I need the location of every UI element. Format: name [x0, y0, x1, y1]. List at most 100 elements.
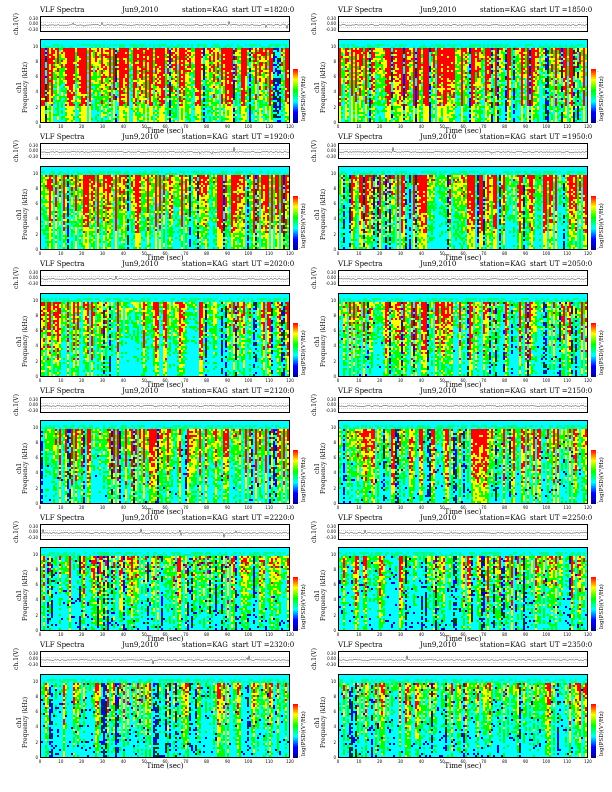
spectrogram-cell — [169, 106, 171, 108]
spectrogram-cell — [99, 84, 101, 86]
spectrogram-cell — [289, 84, 290, 86]
spectrogram-cell — [227, 100, 229, 102]
spectrogram-cell — [235, 98, 237, 100]
spectrogram-cell — [269, 42, 271, 44]
spectrogram-cell — [85, 72, 87, 74]
spectrogram-cell — [125, 72, 127, 74]
spectrogram-cell — [89, 88, 91, 90]
spectrogram-cell — [215, 104, 217, 106]
spectrogram-cell — [277, 46, 279, 48]
spectrogram-cell — [109, 56, 111, 58]
spectrogram-cell — [203, 44, 205, 46]
spectrogram-cell — [289, 86, 290, 88]
spectrogram-cell — [55, 68, 57, 70]
spectrogram-cell — [221, 100, 223, 102]
spectrogram-cell — [113, 114, 115, 116]
spectrogram-cell — [161, 86, 163, 88]
spectrogram-cell — [187, 90, 189, 92]
spectrogram-cell — [131, 54, 133, 56]
spectrogram-cell — [253, 88, 255, 90]
spectrogram-cell — [159, 110, 161, 112]
spectrogram-cell — [239, 66, 241, 68]
spectrogram-cell — [183, 102, 185, 104]
spectrogram-cell — [223, 62, 225, 64]
spectrogram-cell — [105, 50, 107, 52]
spectrogram-cell — [287, 40, 289, 42]
spectrogram-cell — [143, 62, 145, 64]
spectrogram-cell — [105, 108, 107, 110]
spectrogram-cell — [177, 116, 179, 118]
spectrogram-cell — [141, 64, 143, 66]
spectrogram-cell — [197, 42, 199, 44]
spectrogram-cell — [49, 118, 51, 120]
spectrogram-cell — [193, 70, 195, 72]
spectrogram-cell — [193, 100, 195, 102]
spectrogram-cell — [61, 62, 63, 64]
spectrogram-cell — [181, 108, 183, 110]
spectrogram-cell — [287, 68, 289, 70]
spectrogram-cell — [167, 102, 169, 104]
spectrogram-cell — [187, 46, 189, 48]
spectrogram-cell — [281, 102, 283, 104]
spectrogram-cell — [269, 56, 271, 58]
spectrogram-cell — [161, 44, 163, 46]
spectrogram-cell — [255, 102, 257, 104]
spectrogram-cell — [193, 56, 195, 58]
spectrogram-cell — [237, 54, 239, 56]
spectrogram-cell — [143, 60, 145, 62]
spectrogram-cell — [41, 74, 43, 76]
spectrogram-cell — [199, 116, 201, 118]
spectrogram-cell — [169, 48, 171, 50]
spectrogram-cell — [241, 58, 243, 60]
spectrogram-cell — [225, 48, 227, 50]
spectrogram-cell — [267, 94, 269, 96]
spectrogram-cell — [261, 70, 263, 72]
spectrogram-cell — [249, 42, 251, 44]
spectrogram-cell — [171, 84, 173, 86]
spectrogram-cell — [135, 80, 137, 82]
spectrogram-cell — [173, 72, 175, 74]
spectrogram-cell — [195, 48, 197, 50]
spectrogram-cell — [215, 56, 217, 58]
spectrogram-cell — [109, 90, 111, 92]
spectrogram-cell — [279, 64, 281, 66]
spectrogram-cell — [41, 98, 43, 100]
spectrogram-cell — [187, 72, 189, 74]
spectrogram-cell — [131, 110, 133, 112]
spectrogram-cell — [211, 118, 213, 120]
spectrogram-cell — [51, 110, 53, 112]
spectrogram-cell — [101, 76, 103, 78]
spectrogram-cell — [223, 96, 225, 98]
spectrogram-cell — [287, 44, 289, 46]
spectrogram-cell — [239, 108, 241, 110]
spectrogram-cell — [151, 58, 153, 60]
spectrogram-cell — [89, 40, 91, 42]
spectrogram-cell — [215, 72, 217, 74]
spectrogram-cell — [179, 48, 181, 50]
spectrogram-cell — [51, 114, 53, 116]
spectrogram-cell — [213, 104, 215, 106]
spectrogram-cell — [73, 54, 75, 56]
spectrogram-cell — [221, 108, 223, 110]
spectrogram-cell — [199, 104, 201, 106]
spectrogram-cell — [165, 108, 167, 110]
spectrogram-cell — [115, 116, 117, 118]
spectrogram-cell — [217, 50, 219, 52]
spectrogram-cell — [147, 84, 149, 86]
spectrogram-cell — [137, 108, 139, 110]
spectrogram-cell — [125, 46, 127, 48]
spectrogram-cell — [121, 100, 123, 102]
spectrogram-cell — [237, 62, 239, 64]
spectrogram-cell — [127, 108, 129, 110]
spectrogram-cell — [67, 106, 69, 108]
spectrogram-cell — [147, 106, 149, 108]
spectrogram-cell — [57, 114, 59, 116]
spectrogram-cell — [165, 110, 167, 112]
spectrogram-cell — [289, 88, 290, 90]
spectrogram-cell — [117, 70, 119, 72]
spectrogram-cell — [269, 98, 271, 100]
spectrogram-cell — [271, 48, 273, 50]
spectrogram-cell — [117, 82, 119, 84]
spectrogram-cell — [189, 74, 191, 76]
spectrogram-cell — [209, 72, 211, 74]
